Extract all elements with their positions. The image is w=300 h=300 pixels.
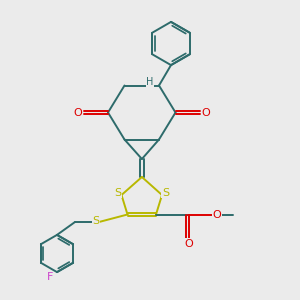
Text: S: S bbox=[114, 188, 122, 198]
Text: F: F bbox=[47, 272, 54, 283]
Text: S: S bbox=[162, 188, 169, 198]
Text: O: O bbox=[73, 107, 82, 118]
Text: O: O bbox=[202, 107, 211, 118]
Text: O: O bbox=[212, 209, 221, 220]
Text: H: H bbox=[146, 77, 154, 87]
Text: S: S bbox=[92, 215, 100, 226]
Text: O: O bbox=[184, 239, 194, 249]
